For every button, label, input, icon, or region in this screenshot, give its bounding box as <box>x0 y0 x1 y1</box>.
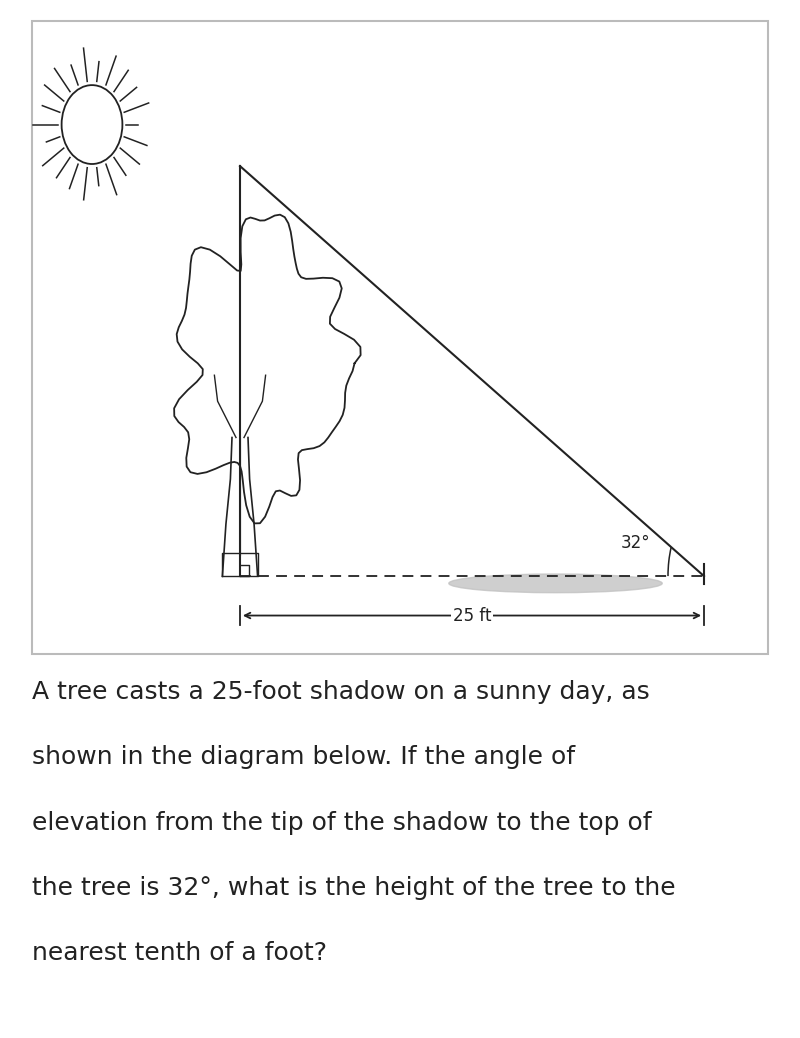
Text: shown in the diagram below. If the angle of: shown in the diagram below. If the angle… <box>32 745 575 769</box>
Text: A tree casts a 25-foot shadow on a sunny day, as: A tree casts a 25-foot shadow on a sunny… <box>32 680 650 704</box>
Text: nearest tenth of a foot?: nearest tenth of a foot? <box>32 941 327 965</box>
Text: elevation from the tip of the shadow to the top of: elevation from the tip of the shadow to … <box>32 811 652 835</box>
Text: 32°: 32° <box>621 534 651 552</box>
Ellipse shape <box>449 574 662 593</box>
Text: the tree is 32°, what is the height of the tree to the: the tree is 32°, what is the height of t… <box>32 876 676 900</box>
Circle shape <box>62 85 122 164</box>
Text: 25 ft: 25 ft <box>453 606 491 625</box>
Bar <box>32 21 768 654</box>
